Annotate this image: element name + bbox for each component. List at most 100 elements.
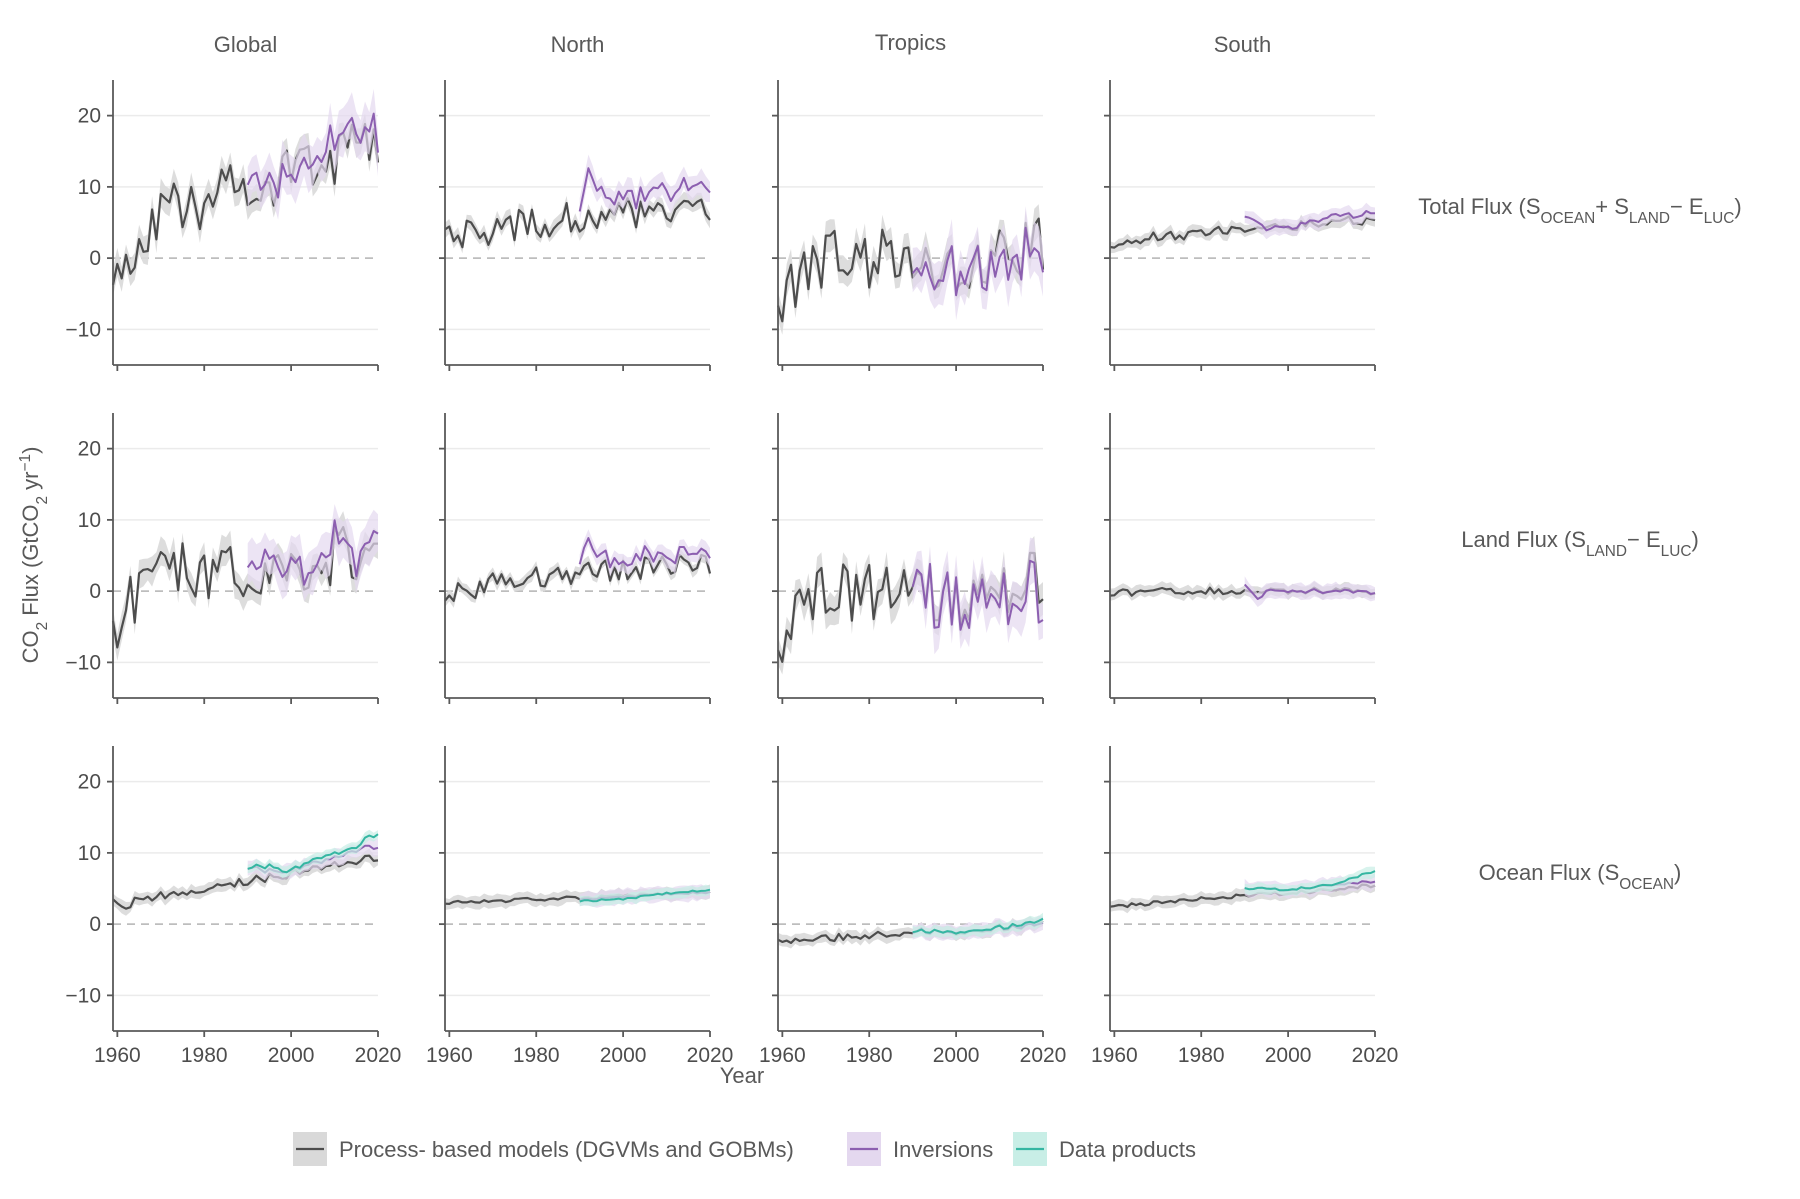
- legend-label-inversions: Inversions: [893, 1137, 993, 1162]
- x-tick-label: 2000: [268, 1044, 315, 1067]
- column-title-tropics: Tropics: [875, 30, 946, 55]
- series-line-models: [444, 197, 711, 249]
- label-part: ): [18, 447, 43, 454]
- series-line-inversions: [246, 112, 379, 199]
- y-tick-label: 0: [89, 913, 101, 936]
- panel-total-global: −10 0 10 20: [65, 80, 380, 371]
- label-part: ): [1674, 860, 1681, 885]
- y-axis-title: CO2 Flux (GtCO2 yr−1): [17, 447, 51, 664]
- series-line-products: [579, 888, 711, 903]
- band-products: [247, 829, 378, 878]
- x-tick-label: 1980: [181, 1044, 228, 1067]
- y-tick-label: 0: [89, 580, 101, 603]
- panel-land-global: −10 0 10 20: [65, 413, 379, 704]
- label-part: Ocean Flux (S: [1479, 860, 1620, 885]
- label-part: ): [1734, 194, 1741, 219]
- label-part: − E: [1670, 194, 1704, 219]
- x-tick-label: 1960: [94, 1044, 141, 1067]
- label-part: OCEAN: [1541, 209, 1596, 226]
- x-tick-label: 2000: [600, 1044, 647, 1067]
- x-tick-label: 1980: [1178, 1044, 1225, 1067]
- label-part: ): [1691, 527, 1698, 552]
- series-line-models: [776, 217, 1045, 323]
- label-part: LAND: [1629, 209, 1670, 226]
- y-tick-label: −10: [65, 318, 101, 341]
- legend-label-products: Data products: [1059, 1137, 1196, 1162]
- label-part: −1: [17, 454, 34, 472]
- label-part: OCEAN: [1619, 875, 1674, 892]
- panel-land-south: [1104, 413, 1376, 704]
- series-line-products: [247, 833, 379, 874]
- x-tick-label: 2020: [1352, 1044, 1399, 1067]
- band-models: [445, 190, 710, 254]
- label-part: Land Flux (S: [1461, 527, 1586, 552]
- panel-ocean-south: 1960 1980 2000 2020: [1091, 746, 1398, 1067]
- row-label-ocean: Ocean Flux (SOCEAN): [1479, 860, 1682, 893]
- panel-total-north: [439, 80, 711, 371]
- label-part: − E: [1627, 527, 1661, 552]
- y-tick-label: 20: [78, 438, 101, 461]
- band-models: [113, 112, 378, 296]
- x-tick-label: 1960: [759, 1044, 806, 1067]
- y-tick-label: 10: [78, 509, 101, 532]
- band-inversions: [579, 154, 710, 222]
- row-label-land: Land Flux (SLAND− ELUC): [1461, 527, 1699, 560]
- panel-land-tropics: [772, 413, 1044, 704]
- label-part: yr: [18, 471, 43, 495]
- x-tick-label: 2020: [687, 1044, 734, 1067]
- series-line-inversions: [911, 559, 1044, 631]
- series-line-inversions: [1244, 210, 1376, 232]
- x-tick-label: 2020: [1020, 1044, 1067, 1067]
- label-part: LUC: [1704, 209, 1735, 226]
- label-part: 2: [34, 496, 51, 505]
- series-line-inversions: [578, 167, 711, 212]
- x-tick-label: 1960: [426, 1044, 473, 1067]
- panel-ocean-global: −10 0 10 20 1960 1980 2000 2020: [65, 746, 401, 1067]
- x-tick-label: 1980: [846, 1044, 893, 1067]
- x-tick-label: 1960: [1091, 1044, 1138, 1067]
- panel-total-tropics: [772, 80, 1045, 371]
- x-tick-label: 2000: [1265, 1044, 1312, 1067]
- band-inversions: [247, 504, 378, 602]
- series-line-inversions: [1243, 583, 1376, 600]
- row-label-total: Total Flux (SOCEAN+ SLAND− ELUC): [1418, 194, 1741, 227]
- label-part: Total Flux (S: [1418, 194, 1540, 219]
- band-models: [113, 511, 378, 661]
- band-inversions: [247, 88, 378, 220]
- y-tick-label: 20: [78, 105, 101, 128]
- series-line-inversions: [911, 226, 1044, 297]
- series-line-products: [912, 917, 1044, 935]
- panel-land-north: [439, 413, 712, 704]
- band-inversions: [912, 206, 1043, 321]
- panel-ocean-north: 1960 1980 2000 2020: [426, 746, 733, 1067]
- label-part: LAND: [1586, 542, 1627, 559]
- band-products: [912, 912, 1043, 940]
- series-line-models: [111, 122, 380, 286]
- column-title-global: Global: [214, 32, 278, 57]
- x-axis-title: Year: [720, 1063, 764, 1088]
- x-tick-label: 2000: [933, 1044, 980, 1067]
- y-tick-label: 10: [78, 176, 101, 199]
- legend: Process- based models (DGVMs and GOBMs) I…: [293, 1132, 1196, 1166]
- series-line-inversions: [246, 519, 379, 586]
- y-tick-label: −10: [65, 984, 101, 1007]
- y-tick-label: 10: [78, 842, 101, 865]
- y-tick-label: −10: [65, 651, 101, 674]
- series-line-products: [1244, 870, 1376, 892]
- series-line-inversions: [578, 537, 711, 569]
- band-models: [778, 536, 1043, 675]
- label-part: CO: [18, 630, 43, 663]
- label-part: Flux (GtCO: [18, 505, 43, 622]
- y-tick-label: 20: [78, 771, 101, 794]
- legend-label-models: Process- based models (DGVMs and GOBMs): [339, 1137, 794, 1162]
- label-part: LUC: [1661, 542, 1692, 559]
- panel-ocean-tropics: 1960 1980 2000 2020: [759, 746, 1066, 1067]
- x-tick-label: 2020: [355, 1044, 402, 1067]
- label-part: 2: [34, 622, 51, 631]
- label-part: + S: [1595, 194, 1629, 219]
- panel-total-south: [1104, 80, 1376, 371]
- column-title-south: South: [1214, 32, 1272, 57]
- y-tick-label: 0: [89, 247, 101, 270]
- column-title-north: North: [551, 32, 605, 57]
